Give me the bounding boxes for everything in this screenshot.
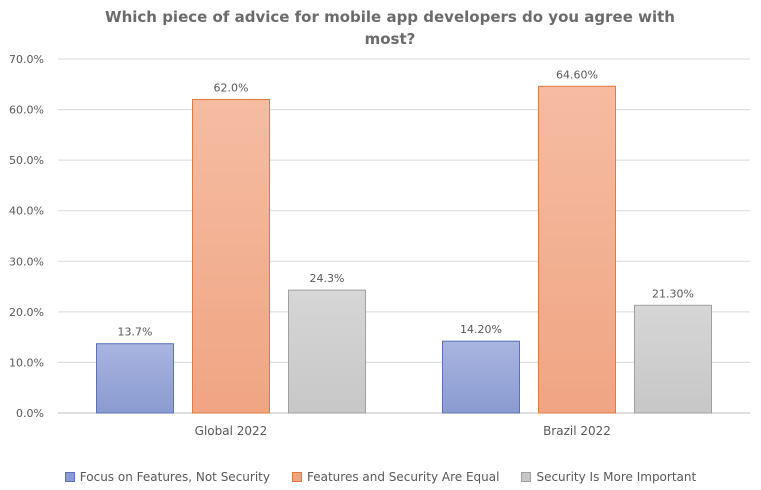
y-tick-label: 40.0% (9, 205, 44, 218)
legend-item: Features and Security Are Equal (291, 470, 500, 484)
data-label: 13.7% (118, 326, 153, 339)
legend-swatch (291, 472, 302, 482)
y-tick-label: 70.0% (9, 53, 44, 66)
data-label: 62.0% (214, 81, 249, 94)
bar (538, 85, 616, 414)
legend-label: Focus on Features, Not Security (79, 470, 270, 484)
legend-swatch (521, 472, 532, 482)
data-label: 24.3% (310, 272, 345, 285)
bar (634, 304, 712, 414)
legend-label: Security Is More Important (536, 470, 697, 484)
y-tick-label: 10.0% (9, 356, 44, 369)
data-labels: 13.7% 62.0% 24.3% 14.20% 64.60% 21.30% (118, 68, 694, 338)
legend-label: Features and Security Are Equal (306, 470, 500, 484)
x-tick-label: Brazil 2022 (543, 424, 611, 438)
y-tick-label: 0.0% (16, 407, 44, 420)
legend-item: Security Is More Important (521, 470, 696, 484)
chart-title: Which piece of advice for mobile app dev… (105, 8, 675, 48)
data-label: 21.30% (652, 287, 694, 300)
y-tick-label: 20.0% (9, 306, 44, 319)
data-label: 64.60% (556, 68, 598, 81)
bar (96, 343, 174, 414)
legend-swatch (64, 472, 75, 482)
y-axis-ticks: 0.0% 10.0% 20.0% 30.0% 40.0% 50.0% 60.0% 70.0% (9, 53, 44, 420)
data-label: 14.20% (460, 323, 502, 336)
bars (96, 85, 712, 414)
bar (442, 340, 520, 414)
y-tick-label: 30.0% (9, 255, 44, 268)
bar (288, 289, 366, 414)
y-tick-label: 60.0% (9, 104, 44, 117)
y-tick-label: 50.0% (9, 154, 44, 167)
legend-item: Focus on Features, Not Security (64, 470, 270, 484)
bar (192, 98, 270, 414)
bar-chart: 0.0%10.0%20.0%30.0%40.0%50.0%60.0%70.0% … (9, 53, 750, 438)
x-tick-label: Global 2022 (195, 424, 268, 438)
x-axis-ticks: Global 2022 Brazil 2022 (195, 424, 611, 438)
chart-legend: Focus on Features, Not Security Features … (0, 470, 761, 484)
